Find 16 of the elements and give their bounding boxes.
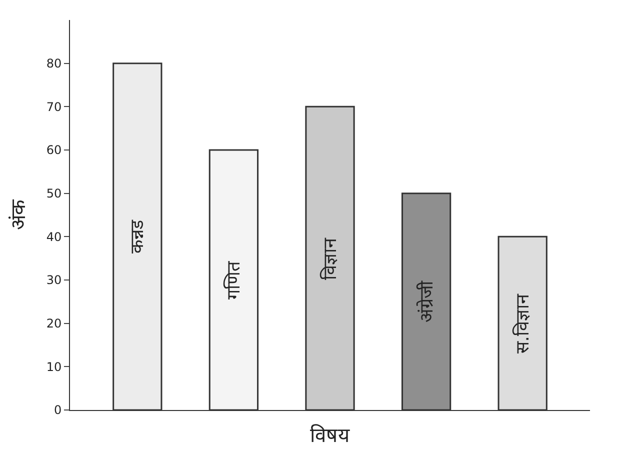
x-axis-title: विषय (310, 422, 350, 447)
x-tick-label: गणित (222, 260, 245, 300)
y-tick-label: 10 (46, 360, 62, 374)
y-tick-label: 20 (46, 316, 62, 331)
y-tick-label: 80 (46, 56, 62, 71)
x-tick-label: विज्ञान (319, 236, 341, 280)
x-tick-label: अंग्रेजी (415, 280, 438, 323)
y-tick-label: 70 (46, 100, 62, 114)
y-axis-title: अंक (6, 199, 30, 230)
y-tick-label: 60 (46, 143, 62, 158)
y-tick-label: 40 (46, 230, 62, 244)
y-tick-label: 0 (54, 403, 62, 418)
x-tick-label: कन्नड (126, 220, 148, 254)
y-tick-label: 50 (46, 186, 62, 201)
x-tick-label: स.विज्ञान (512, 292, 534, 354)
y-tick-label: 30 (46, 273, 62, 288)
